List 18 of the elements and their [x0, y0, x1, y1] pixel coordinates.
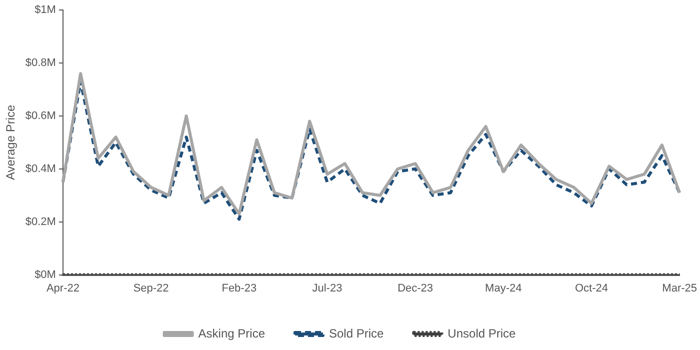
legend-label: Unsold Price — [448, 326, 516, 340]
x-tick-label: Dec-23 — [398, 282, 434, 294]
x-tick-label: Feb-23 — [222, 282, 257, 294]
y-tick-label: $1M — [34, 4, 56, 16]
x-tick-label: May-24 — [485, 282, 522, 294]
y-tick-label: $0M — [34, 268, 56, 281]
x-tick-label: Jul-23 — [312, 282, 342, 294]
y-tick-label: $0.8M — [25, 56, 56, 69]
y-tick-label: $0.6M — [25, 110, 56, 122]
y-tick-label: $0.2M — [25, 216, 56, 228]
x-tick-label: Apr-22 — [46, 282, 80, 294]
x-tick-label: Mar-25 — [662, 282, 697, 294]
x-tick-label: Sep-22 — [133, 282, 169, 294]
x-tick-label: Oct-24 — [574, 282, 608, 294]
legend-label: Sold Price — [328, 326, 384, 340]
y-tick-label: $0.4M — [25, 162, 56, 175]
y-axis-title: Average Price — [4, 104, 18, 180]
legend-label: Asking Price — [198, 326, 266, 340]
